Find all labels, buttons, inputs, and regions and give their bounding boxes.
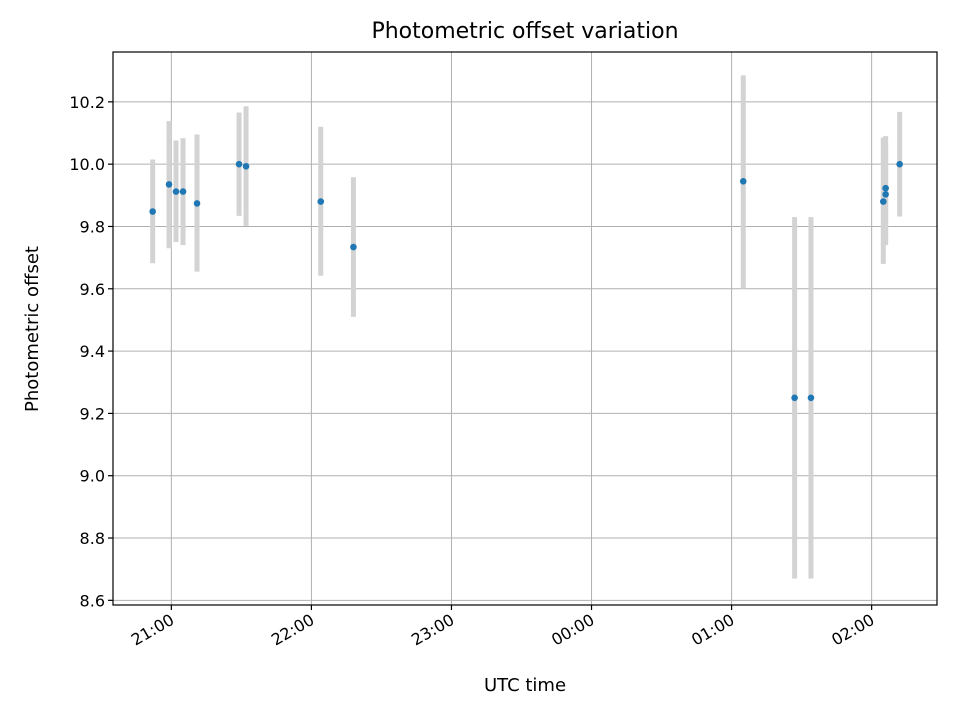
- x-tick-label: 00:00: [548, 610, 597, 650]
- data-point: [149, 208, 156, 215]
- data-point: [317, 198, 325, 205]
- data-point: [235, 160, 243, 168]
- error-bars: [150, 75, 903, 579]
- y-tick-label: 10.0: [69, 155, 105, 174]
- y-tick-label: 8.6: [80, 591, 105, 610]
- data-point: [807, 394, 815, 402]
- data-point: [165, 181, 173, 188]
- y-axis: 8.6 8.8 9.0 9.2 9.4 9.6 9.8 10.0 10.2: [69, 93, 113, 610]
- x-tick-label: 02:00: [828, 610, 877, 650]
- plot-frame: [112, 51, 938, 606]
- x-tick-label: 22:00: [268, 610, 317, 650]
- data-point: [791, 394, 798, 402]
- data-point: [880, 198, 887, 205]
- gridlines: [113, 52, 937, 605]
- y-tick-label: 9.6: [80, 280, 105, 299]
- x-axis-label: UTC time: [484, 675, 566, 696]
- chart-title: Photometric offset variation: [371, 19, 678, 44]
- y-axis-label: Photometric offset: [22, 246, 43, 412]
- data-point: [350, 243, 357, 251]
- data-point: [172, 188, 180, 195]
- y-tick-label: 9.8: [80, 217, 105, 236]
- y-tick-label: 10.2: [69, 93, 105, 112]
- x-tick-label: 23:00: [408, 610, 457, 650]
- y-tick-label: 8.8: [80, 529, 105, 548]
- data-point: [882, 184, 889, 192]
- y-tick-label: 9.4: [80, 342, 105, 361]
- data-point: [896, 160, 903, 168]
- data-point: [739, 177, 747, 185]
- data-point: [882, 191, 889, 198]
- data-points: [149, 160, 903, 402]
- data-point: [193, 200, 201, 207]
- data-point: [179, 188, 187, 195]
- x-axis: 21:00 22:00 23:00 00:00 01:00 02:00: [128, 605, 878, 650]
- y-tick-label: 9.2: [80, 404, 105, 423]
- y-tick-label: 9.0: [80, 467, 105, 486]
- data-point: [242, 163, 250, 170]
- x-tick-label: 21:00: [128, 610, 177, 650]
- x-tick-label: 01:00: [688, 610, 737, 650]
